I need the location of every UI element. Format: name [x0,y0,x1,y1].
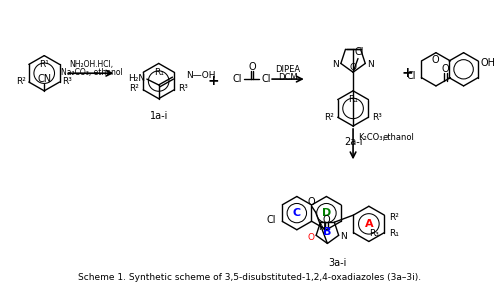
Text: Cl: Cl [354,47,364,57]
Text: Cl: Cl [262,74,271,84]
Text: C: C [293,208,301,218]
Text: OH: OH [480,58,496,68]
Text: Na₂CO₃, ethanol: Na₂CO₃, ethanol [60,68,122,77]
Text: O: O [322,215,330,225]
Text: Cl: Cl [407,71,416,81]
Text: O: O [308,197,316,207]
Text: A: A [364,219,373,229]
Text: +: + [207,74,219,88]
Text: Scheme 1. Synthetic scheme of 3,5-disubstituted-1,2,4-oxadiazoles (3a–3i).: Scheme 1. Synthetic scheme of 3,5-disubs… [78,273,421,282]
Text: Cl: Cl [266,215,276,225]
Text: CN: CN [37,74,52,84]
Text: R³: R³ [372,113,382,122]
Text: DIPEA: DIPEA [276,65,300,74]
Text: O: O [350,63,356,72]
Text: N: N [318,223,325,232]
Text: R₃: R₃ [369,229,378,238]
Text: R²: R² [130,84,140,93]
Text: O: O [442,64,449,74]
Text: 3a-i: 3a-i [328,258,346,268]
Text: R³: R³ [178,84,188,93]
Text: O: O [248,62,256,72]
Text: K₂CO₃,: K₂CO₃, [358,133,385,142]
Text: R³: R³ [62,77,72,86]
Text: Cl: Cl [233,74,242,84]
Text: N: N [367,60,374,69]
Text: H₂N: H₂N [128,74,146,83]
Text: B: B [323,227,332,237]
Text: R₁: R₁ [348,95,358,104]
Text: 1a-i: 1a-i [150,111,168,121]
Text: R²: R² [324,113,334,122]
Text: N—OH: N—OH [186,71,216,80]
Text: 2a-i: 2a-i [344,137,362,147]
Text: R₁: R₁ [154,68,164,77]
Text: DCM: DCM [278,73,298,82]
Text: ethanol: ethanol [382,133,414,142]
Text: R₁: R₁ [389,229,399,238]
Text: N: N [332,60,340,69]
Text: NH₂OH.HCl,: NH₂OH.HCl, [70,60,114,69]
Text: R²: R² [389,212,399,222]
Text: +: + [402,66,413,80]
Text: O: O [431,55,439,65]
Text: R²: R² [16,77,26,86]
Text: O: O [308,233,314,242]
Text: N: N [340,232,347,241]
Text: R¹: R¹ [40,60,49,69]
Text: D: D [322,208,331,218]
